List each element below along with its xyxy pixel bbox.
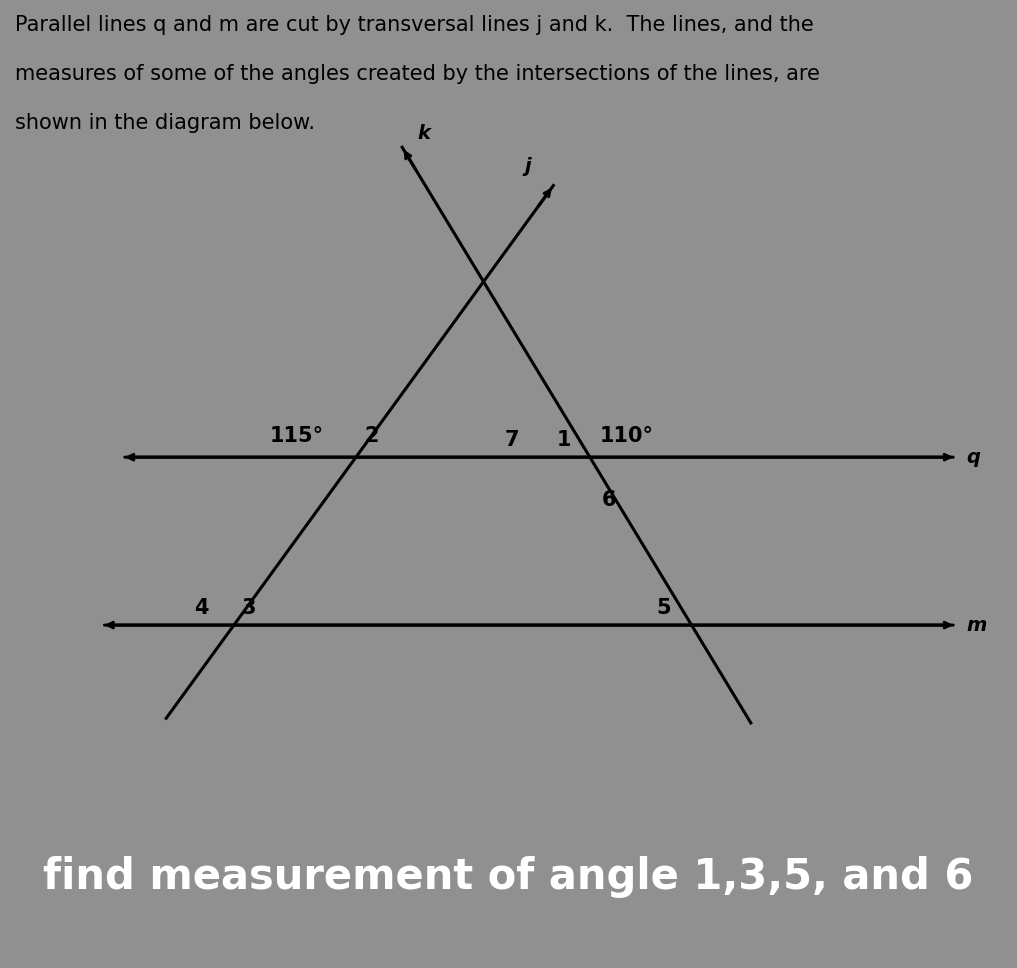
Text: 6: 6 <box>602 490 616 510</box>
Text: q: q <box>966 447 980 467</box>
Text: 3: 3 <box>242 597 256 618</box>
Text: 110°: 110° <box>600 426 654 446</box>
Text: shown in the diagram below.: shown in the diagram below. <box>15 113 315 134</box>
Text: 1: 1 <box>557 430 572 450</box>
Text: 5: 5 <box>657 597 671 618</box>
Text: 7: 7 <box>504 430 519 450</box>
Text: 4: 4 <box>194 597 208 618</box>
Text: m: m <box>966 616 986 635</box>
Text: find measurement of angle 1,3,5, and 6: find measurement of angle 1,3,5, and 6 <box>44 856 973 898</box>
Text: 2: 2 <box>364 426 378 446</box>
Text: j: j <box>525 157 531 176</box>
Text: k: k <box>417 124 430 142</box>
Text: Parallel lines q and m are cut by transversal lines j and k.  The lines, and the: Parallel lines q and m are cut by transv… <box>15 15 814 35</box>
Text: 115°: 115° <box>270 426 323 446</box>
Text: measures of some of the angles created by the intersections of the lines, are: measures of some of the angles created b… <box>15 64 820 84</box>
